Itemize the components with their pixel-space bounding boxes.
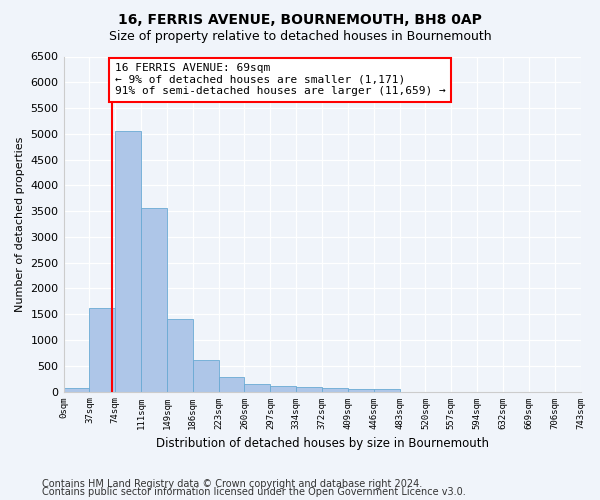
Text: Contains public sector information licensed under the Open Government Licence v3: Contains public sector information licen… <box>42 487 466 497</box>
Bar <box>348 389 374 392</box>
Bar <box>374 389 400 392</box>
Bar <box>141 208 167 392</box>
Text: 16, FERRIS AVENUE, BOURNEMOUTH, BH8 0AP: 16, FERRIS AVENUE, BOURNEMOUTH, BH8 0AP <box>118 12 482 26</box>
Bar <box>167 319 193 392</box>
Bar <box>115 130 141 392</box>
Text: Contains HM Land Registry data © Crown copyright and database right 2024.: Contains HM Land Registry data © Crown c… <box>42 479 422 489</box>
Y-axis label: Number of detached properties: Number of detached properties <box>15 136 25 312</box>
Bar <box>296 388 322 392</box>
Bar <box>218 377 244 392</box>
Text: Size of property relative to detached houses in Bournemouth: Size of property relative to detached ho… <box>109 30 491 43</box>
Bar <box>193 360 218 392</box>
Bar <box>244 384 271 392</box>
Bar <box>89 308 115 392</box>
X-axis label: Distribution of detached houses by size in Bournemouth: Distribution of detached houses by size … <box>155 437 488 450</box>
Bar <box>64 388 89 392</box>
Bar <box>322 388 348 392</box>
Text: 16 FERRIS AVENUE: 69sqm
← 9% of detached houses are smaller (1,171)
91% of semi-: 16 FERRIS AVENUE: 69sqm ← 9% of detached… <box>115 63 446 96</box>
Bar <box>271 386 296 392</box>
